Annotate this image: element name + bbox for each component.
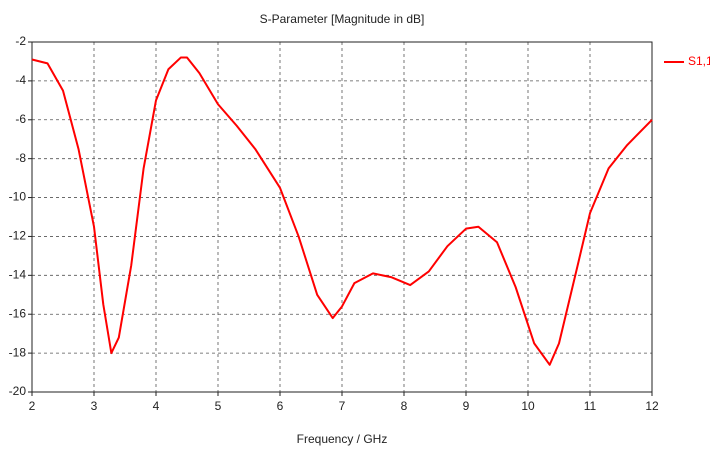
x-tick-label: 6 (277, 399, 284, 413)
y-tick-label: -2 (15, 34, 26, 48)
x-axis-label: Frequency / GHz (297, 432, 388, 446)
x-tick-label: 5 (215, 399, 222, 413)
x-tick-label: 8 (401, 399, 408, 413)
x-tick-label: 7 (339, 399, 346, 413)
y-tick-label: -10 (9, 190, 27, 204)
x-tick-label: 10 (521, 399, 535, 413)
line-series (31, 56, 653, 366)
x-tick-label: 2 (29, 399, 36, 413)
x-tick-label: 4 (153, 399, 160, 413)
y-tick-label: -20 (9, 384, 27, 398)
x-tick-label: 3 (91, 399, 98, 413)
y-tick-label: -6 (15, 112, 26, 126)
x-tick-label: 11 (584, 399, 597, 413)
y-tick-label: -8 (15, 151, 26, 165)
chart-title: S-Parameter [Magnitude in dB] (260, 12, 425, 26)
y-tick-label: -4 (15, 73, 26, 87)
legend-label: S1,1 (688, 54, 710, 68)
y-tick-label: -12 (9, 229, 27, 243)
x-tick-label: 9 (463, 399, 470, 413)
y-tick-label: -16 (9, 306, 27, 320)
plot-frame (31, 41, 653, 393)
x-tick-label: 12 (645, 399, 659, 413)
y-tick-label: -18 (9, 345, 27, 359)
y-tick-label: -14 (9, 268, 27, 282)
